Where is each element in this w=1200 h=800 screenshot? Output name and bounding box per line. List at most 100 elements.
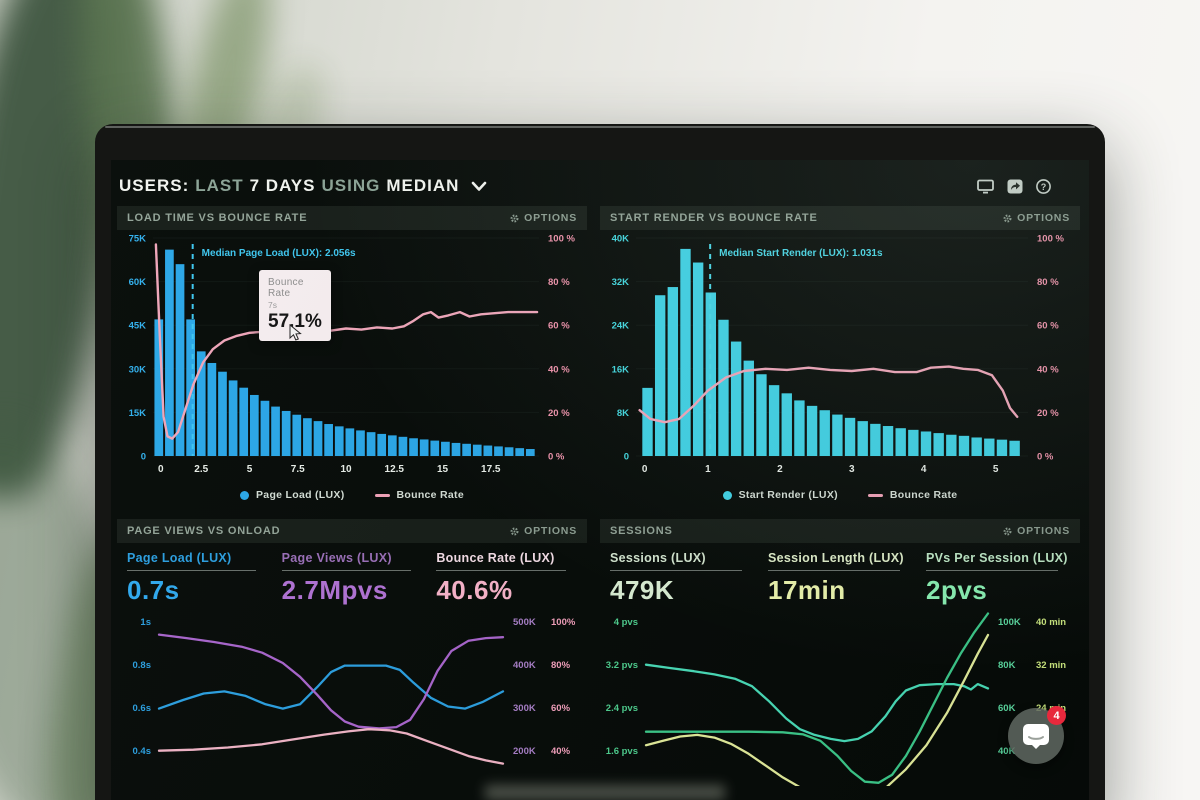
chart-tooltip: Bounce Rate 7s 57.1% — [259, 270, 331, 341]
svg-text:24K: 24K — [612, 321, 630, 332]
legend-bounce-rate: Bounce Rate — [867, 489, 957, 501]
start-render-chart[interactable]: 40K 32K 24K 16K 8K 0 100 % 80 % 60 % 40 % 20 % 0 % 0… — [600, 230, 1080, 487]
display-icon[interactable] — [977, 179, 994, 194]
dashboard-topbar: USERS: LAST 7 DAYS USING MEDIAN ? — [111, 160, 1089, 206]
svg-text:Median Page Load (LUX): 2.056s: Median Page Load (LUX): 2.056s — [202, 248, 356, 259]
panel-page-views: PAGE VIEWS VS ONLOAD OPTIONS Page Load (… — [117, 519, 587, 791]
svg-text:80 %: 80 % — [548, 277, 570, 288]
chevron-down-icon[interactable] — [471, 181, 487, 192]
svg-text:100K: 100K — [998, 617, 1021, 628]
sessions-chart[interactable]: 4 pvs 100K 40 min 3.2 pvs 80K 32 min 2.4 pvs 60… — [600, 608, 1080, 800]
panel-header: START RENDER VS BOUNCE RATE OPTIONS — [600, 206, 1080, 230]
options-button[interactable]: OPTIONS — [510, 525, 577, 537]
load-time-chart[interactable]: 75K 60K 45K 30K 15K 0 100 % 80 % 60 % 40 % 20 % 0 %… — [117, 230, 587, 487]
svg-text:40 min: 40 min — [1036, 617, 1066, 628]
page-title[interactable]: USERS: LAST 7 DAYS USING MEDIAN — [119, 176, 487, 196]
svg-text:0: 0 — [642, 464, 648, 475]
svg-text:2: 2 — [777, 464, 783, 475]
svg-text:1: 1 — [705, 464, 711, 475]
metric-page-load: Page Load (LUX) 0.7s — [127, 551, 268, 606]
svg-text:20 %: 20 % — [1037, 408, 1059, 419]
laptop-hinge — [485, 785, 725, 800]
title-users: USERS: — [119, 176, 190, 195]
options-button[interactable]: OPTIONS — [510, 212, 577, 224]
gear-icon — [510, 527, 519, 535]
legend-start-render: Start Render (LUX) — [722, 489, 838, 501]
bar-chart[interactable]: 40K 32K 24K 16K 8K 0 100 % 80 % 60 % 40 % 20 % 0 % 0… — [600, 230, 1080, 482]
bar-chart[interactable]: 75K 60K 45K 30K 15K 0 100 % 80 % 60 % 40 % 20 % 0 %… — [117, 230, 587, 482]
metric-bounce-rate: Bounce Rate (LUX) 40.6% — [436, 551, 577, 606]
help-icon[interactable]: ? — [1036, 178, 1051, 194]
svg-text:100 %: 100 % — [1037, 234, 1064, 245]
svg-text:40K: 40K — [998, 746, 1016, 757]
svg-text:1.6 pvs: 1.6 pvs — [606, 746, 638, 757]
svg-text:60%: 60% — [551, 703, 571, 714]
svg-text:17.5: 17.5 — [481, 464, 501, 475]
laptop: USERS: LAST 7 DAYS USING MEDIAN ? — [95, 124, 1105, 800]
metric-sessions: Sessions (LUX) 479K — [610, 551, 754, 606]
panel-load-time: LOAD TIME VS BOUNCE RATE OPTIONS 75K 60K 4… — [117, 206, 587, 501]
svg-text:60K: 60K — [998, 703, 1016, 714]
mouse-cursor — [289, 323, 302, 347]
svg-text:2.4 pvs: 2.4 pvs — [606, 703, 638, 714]
panel-header: PAGE VIEWS VS ONLOAD OPTIONS — [117, 519, 587, 543]
panel-header: LOAD TIME VS BOUNCE RATE OPTIONS — [117, 206, 587, 230]
svg-text:4: 4 — [921, 464, 927, 475]
metric-divider — [127, 570, 257, 571]
svg-text:40 %: 40 % — [548, 364, 570, 375]
options-button[interactable]: OPTIONS — [1003, 525, 1070, 537]
metric-row: Page Load (LUX) 0.7s Page Views (LUX) 2.… — [117, 543, 587, 608]
svg-text:60 %: 60 % — [548, 321, 570, 332]
svg-text:300K: 300K — [513, 703, 536, 714]
line-chart[interactable]: 1s 500K 100% 0.8s 400K 80% 0.6s 300K 60% 0.4s 200K… — [117, 608, 587, 786]
panel-start-render: START RENDER VS BOUNCE RATE OPTIONS 40K 3… — [600, 206, 1080, 501]
legend-dash — [374, 493, 390, 497]
metric-row: Sessions (LUX) 479K Session Length (LUX)… — [600, 543, 1080, 608]
svg-text:2.5: 2.5 — [194, 464, 208, 475]
svg-text:0.8s: 0.8s — [133, 660, 152, 671]
page-views-chart[interactable]: 1s 500K 100% 0.8s 400K 80% 0.6s 300K 60% 0.4s 200K… — [117, 608, 587, 791]
metric-pvs-per-session: PVs Per Session (LUX) 2pvs — [926, 551, 1068, 605]
svg-text:1s: 1s — [140, 617, 151, 628]
svg-text:40%: 40% — [551, 746, 571, 757]
metric-divider — [281, 570, 412, 571]
gear-icon — [1003, 214, 1012, 222]
svg-text:100 %: 100 % — [548, 234, 575, 245]
chat-widget[interactable]: 4 — [1008, 706, 1066, 764]
svg-text:60K: 60K — [129, 277, 147, 288]
svg-text:32K: 32K — [612, 277, 630, 288]
svg-text:0 %: 0 % — [548, 452, 565, 463]
metric-page-views: Page Views (LUX) 2.7Mpvs — [281, 551, 423, 606]
svg-text:75K: 75K — [129, 234, 147, 245]
svg-text:7.5: 7.5 — [291, 464, 305, 475]
title-using: USING — [321, 176, 381, 195]
legend-bounce-rate: Bounce Rate — [374, 489, 464, 501]
line-chart[interactable]: 4 pvs 100K 40 min 3.2 pvs 80K 32 min 2.4 pvs 60… — [600, 608, 1080, 800]
metric-divider — [436, 570, 566, 571]
metric-divider — [768, 570, 901, 571]
svg-text:10: 10 — [340, 464, 352, 475]
gear-icon — [1003, 527, 1012, 535]
options-button[interactable]: OPTIONS — [1003, 212, 1070, 224]
svg-text:4 pvs: 4 pvs — [614, 617, 638, 628]
svg-text:5: 5 — [993, 464, 999, 475]
svg-text:500K: 500K — [513, 617, 536, 628]
legend-dot — [722, 490, 732, 500]
dashboard-screen: USERS: LAST 7 DAYS USING MEDIAN ? — [111, 160, 1089, 800]
panel-sessions: SESSIONS OPTIONS Sessions (LUX) 479K Ses… — [600, 519, 1080, 800]
svg-text:80 %: 80 % — [1037, 277, 1059, 288]
svg-text:15: 15 — [437, 464, 449, 475]
svg-text:0 %: 0 % — [1037, 452, 1054, 463]
svg-text:45K: 45K — [129, 321, 147, 332]
svg-text:100%: 100% — [551, 617, 576, 628]
svg-text:0: 0 — [158, 464, 164, 475]
panel-title: LOAD TIME VS BOUNCE RATE — [127, 212, 308, 224]
svg-text:8K: 8K — [617, 408, 629, 419]
title-median: MEDIAN — [386, 176, 460, 195]
title-last: LAST — [195, 176, 244, 195]
share-icon[interactable] — [1007, 179, 1023, 194]
svg-text:0: 0 — [624, 452, 629, 463]
svg-text:30K: 30K — [129, 364, 147, 375]
metric-divider — [926, 570, 1059, 571]
svg-text:80K: 80K — [998, 660, 1016, 671]
